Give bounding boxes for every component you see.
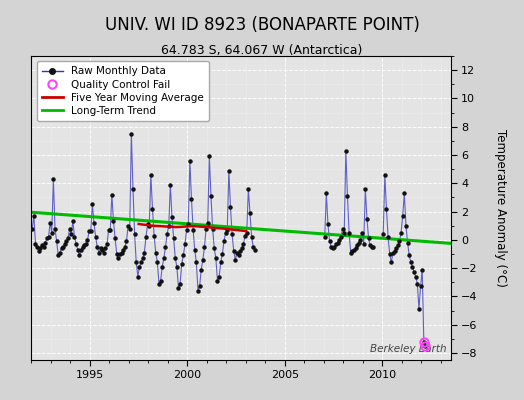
Text: Berkeley Earth: Berkeley Earth bbox=[370, 344, 446, 354]
Legend: Raw Monthly Data, Quality Control Fail, Five Year Moving Average, Long-Term Tren: Raw Monthly Data, Quality Control Fail, … bbox=[37, 61, 209, 121]
Y-axis label: Temperature Anomaly (°C): Temperature Anomaly (°C) bbox=[494, 129, 507, 287]
Text: UNIV. WI ID 8923 (BONAPARTE POINT): UNIV. WI ID 8923 (BONAPARTE POINT) bbox=[105, 16, 419, 34]
Text: 64.783 S, 64.067 W (Antarctica): 64.783 S, 64.067 W (Antarctica) bbox=[161, 44, 363, 57]
